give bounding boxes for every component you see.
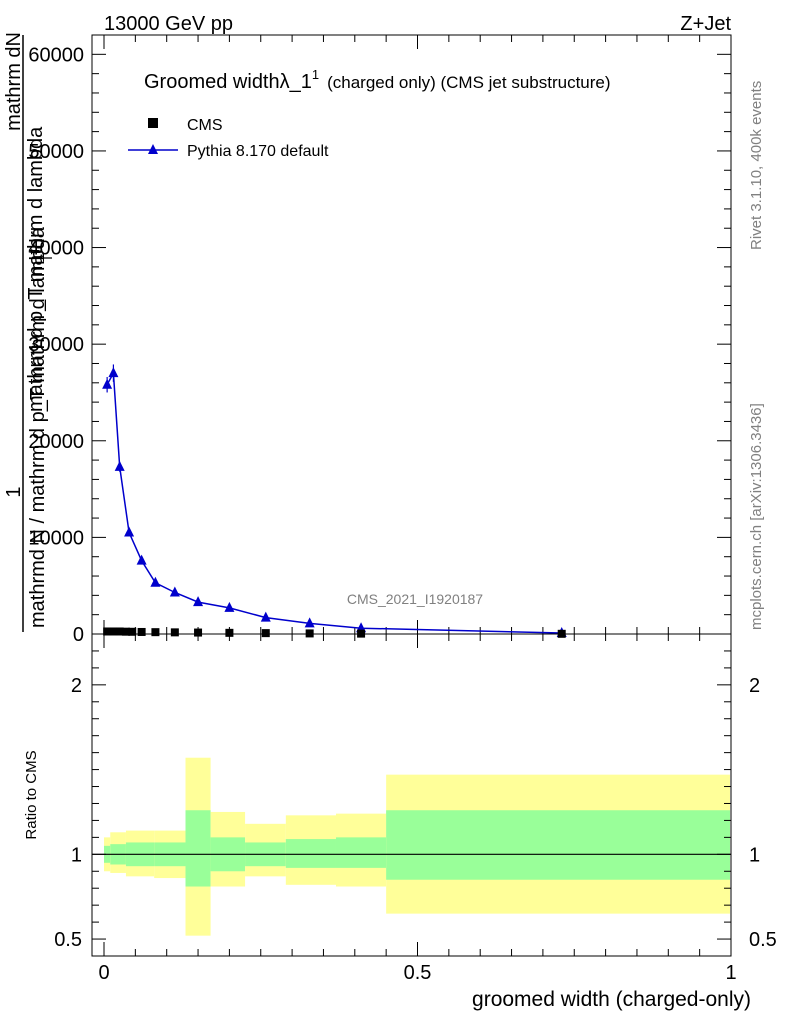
cms-point: [305, 629, 314, 638]
cms-point: [170, 628, 179, 637]
x-tick-labels: 0 0.5 1: [98, 962, 736, 984]
plot-title-main: Groomed widthλ_1: [144, 71, 312, 93]
ratio-y-tick-label-right: 1: [749, 844, 760, 866]
ratio-y-tick-label: 2: [71, 675, 82, 697]
main-data-layer: [102, 364, 567, 638]
y-tick-label: 30000: [28, 334, 84, 356]
ratio-y-tick-label-right: 0.5: [749, 929, 777, 951]
cms-point: [128, 627, 137, 636]
cms-point: [103, 627, 112, 636]
ratio-y-axis-label: Ratio to CMS: [23, 750, 40, 839]
y-label-numerator: mathrm dN: [3, 32, 25, 131]
cms-point: [225, 628, 234, 637]
mcplots-label: mcplots.cern.ch [arXiv:1306.3436]: [748, 403, 765, 630]
ratio-panel: 0.5 0.51 12 2 0 0.5 1 Ratio to CMS groomed wi…: [23, 633, 777, 1011]
pythia-point: [114, 460, 125, 471]
legend-cms-marker: [148, 118, 158, 128]
ratio-stat-band: [185, 810, 211, 887]
y-tick-label: 40000: [28, 238, 84, 260]
y-label-one: 1: [3, 486, 25, 497]
pythia-point: [304, 617, 315, 628]
pythia-point: [108, 367, 119, 378]
cms-point: [121, 627, 130, 636]
pythia-point: [224, 601, 235, 612]
plot-title-suffix: (charged only) (CMS jet substructure): [327, 73, 610, 92]
main-frame: [91, 34, 732, 635]
ratio-y-tick-labels: 0.5 0.5 1 1 2 2: [54, 675, 777, 951]
main-y-tick-labels: 0 10000 20000 30000 40000 50000 60000: [28, 44, 84, 646]
cms-point: [109, 627, 118, 636]
ratio-frame: [91, 633, 732, 957]
ratio-y-tick-label-right: 2: [749, 675, 760, 697]
plot-title: Groomed widthλ_11 (charged only) (CMS jet…: [144, 67, 611, 93]
pythia-point: [260, 611, 271, 622]
x-axis-label: groomed width (charged-only): [472, 988, 751, 1011]
ratio-bands: [104, 757, 730, 936]
y-tick-label: 60000: [28, 44, 84, 66]
cms-point: [261, 629, 270, 638]
main-panel: 0 10000 20000 30000 40000 50000 60000 1 mathrm…: [3, 32, 732, 646]
y-label-subscript: T: [40, 254, 55, 262]
cms-point: [115, 627, 124, 636]
pythia-point: [102, 378, 113, 389]
pythia-point: [136, 554, 147, 565]
energy-label: 13000 GeV pp: [104, 13, 233, 35]
x-tick-label: 1: [725, 962, 736, 984]
pythia-point: [150, 576, 161, 587]
cms-point: [137, 627, 146, 636]
cms-point: [151, 628, 160, 637]
cms-point: [194, 628, 203, 637]
legend-pythia-label: Pythia 8.170 default: [187, 143, 329, 160]
rivet-label: Rivet 3.1.10, 400k events: [748, 81, 765, 250]
legend: CMS Pythia 8.170 default: [128, 117, 329, 160]
ratio-stat-band: [335, 837, 387, 868]
y-label-denominator: mathrmd N / mathrm d p_T mathrm d lambda: [27, 226, 49, 628]
pythia-point: [124, 526, 135, 537]
process-label: Z+Jet: [680, 13, 731, 35]
y-tick-label: 20000: [28, 431, 84, 453]
x-tick-label: 0: [98, 962, 109, 984]
ratio-stat-band: [285, 839, 336, 868]
main-y-axis-label: 1 mathrm dN mathrmd N / mathrm d p_T mat…: [3, 32, 55, 632]
y-tick-label: 10000: [28, 527, 84, 549]
y-tick-label: 50000: [28, 141, 84, 163]
ratio-y-tick-label: 0.5: [54, 929, 82, 951]
x-tick-label: 0.5: [404, 962, 432, 984]
ratio-axis-ticks: [92, 634, 732, 956]
analysis-watermark: CMS_2021_I1920187: [347, 591, 483, 607]
legend-pythia-marker: [148, 144, 158, 154]
pythia-point: [193, 596, 204, 607]
y-label-denominator-inner: mathrm d p_T mathrm d lambda: [25, 126, 47, 412]
ratio-y-tick-label: 1: [71, 844, 82, 866]
pythia-point: [169, 586, 180, 597]
legend-cms-label: CMS: [187, 117, 223, 134]
y-tick-label: 0: [73, 624, 84, 646]
plot-title-superscript: 1: [312, 67, 319, 82]
ratio-stat-band: [386, 810, 730, 880]
